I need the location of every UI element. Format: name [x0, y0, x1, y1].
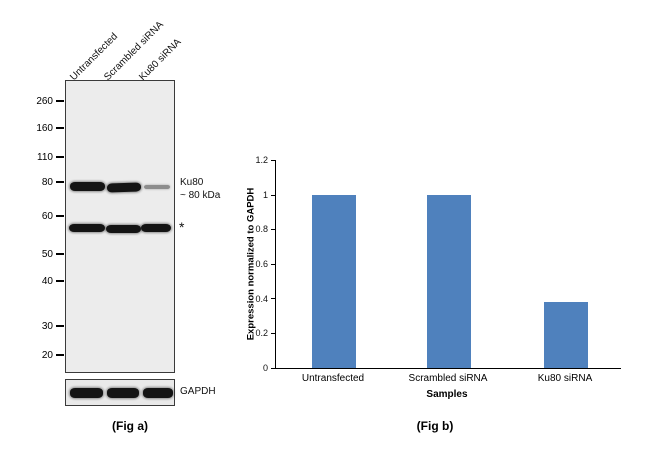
lane-label-scrambled-sirna: Scrambled siRNA	[102, 19, 166, 83]
blot-band-nonspecific-lane1	[69, 224, 105, 232]
mw-label: 20	[41, 349, 53, 361]
target-size-label: ~ 80 kDa	[180, 190, 221, 201]
mw-tick	[56, 325, 64, 327]
ytick-mark	[271, 368, 275, 369]
mw-marker-260: 260	[28, 95, 64, 107]
gapdh-band-lane1	[70, 388, 103, 398]
mw-label: 160	[36, 122, 53, 134]
mw-tick	[56, 181, 64, 183]
category-label-untransfected: Untransfected	[301, 373, 365, 384]
ytick-label-1: 1	[262, 190, 268, 200]
mw-tick	[56, 100, 64, 102]
mw-label: 80	[41, 176, 53, 188]
mw-marker-60: 60	[28, 210, 64, 222]
ytick-label-0: 0	[262, 363, 268, 373]
bar-untransfected	[312, 194, 356, 368]
bar-scrambled-sirna	[427, 194, 471, 368]
x-axis-title: Samples	[426, 389, 468, 400]
ytick-label-0-6: 0.6	[255, 259, 268, 269]
mw-tick	[56, 215, 64, 217]
blot-membrane	[65, 80, 175, 373]
mw-tick	[56, 127, 64, 129]
mw-marker-110: 110	[28, 151, 64, 163]
nonspecific-band-asterisk: *	[179, 219, 185, 235]
ytick-label-0-4: 0.4	[255, 294, 268, 304]
mw-label: 110	[37, 151, 53, 163]
ytick-mark	[271, 264, 275, 265]
plot-area	[275, 160, 621, 369]
blot-band-nonspecific-lane2	[106, 225, 141, 233]
mw-marker-40: 40	[28, 275, 64, 287]
ytick-mark	[271, 298, 275, 299]
mw-marker-50: 50	[28, 248, 64, 260]
ytick-mark	[271, 195, 275, 196]
category-label-scrambled-sirna: Scrambled siRNA	[408, 373, 488, 384]
mw-label: 40	[41, 275, 53, 287]
ytick-mark	[271, 160, 275, 161]
gapdh-band-lane2	[107, 388, 139, 398]
mw-tick	[56, 354, 64, 356]
blot-band-nonspecific-lane3	[141, 224, 171, 232]
ytick-label-0-2: 0.2	[255, 328, 268, 338]
mw-tick	[56, 156, 64, 158]
mw-tick	[56, 280, 64, 282]
ytick-label-1-2: 1.2	[255, 155, 268, 165]
blot-band-ku80-lane1	[70, 182, 105, 191]
ytick-mark	[271, 229, 275, 230]
mw-label: 50	[41, 248, 53, 260]
gapdh-label: GAPDH	[180, 386, 216, 397]
target-protein-label: Ku80	[180, 177, 204, 188]
mw-marker-20: 20	[28, 349, 64, 361]
category-label-ku80-sirna: Ku80 siRNA	[537, 373, 593, 384]
gapdh-loading-control-strip	[65, 379, 175, 406]
fig-b-caption: (Fig b)	[416, 419, 454, 433]
mw-marker-30: 30	[28, 320, 64, 332]
ytick-label-0-8: 0.8	[255, 224, 268, 234]
mw-marker-160: 160	[28, 122, 64, 134]
bar-ku80-sirna	[544, 302, 588, 368]
mw-tick	[56, 253, 64, 255]
mw-label: 30	[41, 320, 53, 332]
mw-marker-80: 80	[28, 176, 64, 188]
mw-label: 60	[41, 210, 53, 222]
blot-band-ku80-lane2	[106, 182, 142, 193]
mw-label: 260	[36, 95, 53, 107]
fig-a-caption: (Fig a)	[112, 419, 148, 433]
ytick-mark	[271, 333, 275, 334]
blot-band-ku80-lane3-knockdown	[144, 185, 170, 189]
gapdh-band-lane3	[143, 388, 173, 398]
